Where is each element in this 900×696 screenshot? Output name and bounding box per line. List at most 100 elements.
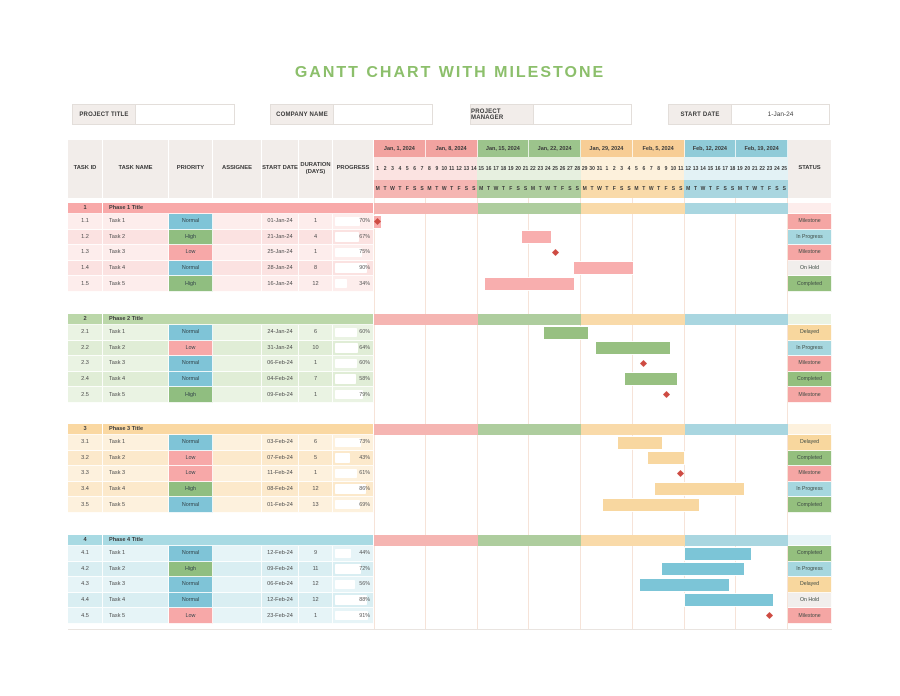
status-badge[interactable]: Milestone [788,387,832,403]
progress-cell[interactable]: 43% [333,450,374,467]
progress-cell[interactable]: 44% [333,546,374,562]
progress-cell[interactable]: 72% [333,561,374,578]
duration-cell[interactable]: 8 [299,260,333,277]
task-name-cell[interactable]: Task 2 [103,450,169,467]
assignee-cell[interactable] [213,387,262,403]
assignee-cell[interactable] [213,214,262,230]
start-date-cell[interactable]: 28-Jan-24 [262,260,299,277]
duration-cell[interactable]: 10 [299,340,333,357]
start-date-cell[interactable]: 24-Jan-24 [262,325,299,341]
duration-cell[interactable]: 1 [299,356,333,372]
field-value-input[interactable]: 1-Jan-24 [731,105,829,124]
priority-badge[interactable]: Low [169,340,213,357]
assignee-cell[interactable] [213,592,262,609]
status-badge[interactable]: In Progress [788,561,832,578]
field-value-input[interactable] [333,105,432,124]
priority-badge[interactable]: Normal [169,371,213,388]
progress-cell[interactable]: 86% [333,481,374,498]
start-date-cell[interactable]: 01-Jan-24 [262,214,299,230]
progress-cell[interactable]: 73% [333,435,374,451]
priority-badge[interactable]: Low [169,450,213,467]
progress-cell[interactable]: 91% [333,608,374,624]
task-name-cell[interactable]: Task 3 [103,245,169,261]
status-badge[interactable]: Milestone [788,214,832,230]
progress-cell[interactable]: 64% [333,340,374,357]
progress-cell[interactable]: 79% [333,387,374,403]
progress-cell[interactable]: 56% [333,577,374,593]
duration-cell[interactable]: 6 [299,435,333,451]
task-name-cell[interactable]: Task 5 [103,387,169,403]
duration-cell[interactable]: 4 [299,229,333,246]
start-date-cell[interactable]: 11-Feb-24 [262,466,299,482]
duration-cell[interactable]: 1 [299,466,333,482]
status-badge[interactable]: Completed [788,371,832,388]
priority-badge[interactable]: High [169,229,213,246]
status-badge[interactable]: On Hold [788,260,832,277]
assignee-cell[interactable] [213,608,262,624]
field-value-input[interactable] [533,105,631,124]
assignee-cell[interactable] [213,546,262,562]
assignee-cell[interactable] [213,435,262,451]
start-date-cell[interactable]: 12-Feb-24 [262,546,299,562]
start-date-cell[interactable]: 21-Jan-24 [262,229,299,246]
duration-cell[interactable]: 12 [299,481,333,498]
priority-badge[interactable]: Normal [169,546,213,562]
assignee-cell[interactable] [213,561,262,578]
assignee-cell[interactable] [213,325,262,341]
assignee-cell[interactable] [213,466,262,482]
progress-cell[interactable]: 67% [333,229,374,246]
status-badge[interactable]: Milestone [788,608,832,624]
assignee-cell[interactable] [213,276,262,292]
start-date-cell[interactable]: 16-Jan-24 [262,276,299,292]
start-date-cell[interactable]: 12-Feb-24 [262,592,299,609]
status-badge[interactable]: On Hold [788,592,832,609]
duration-cell[interactable]: 6 [299,325,333,341]
status-badge[interactable]: Milestone [788,245,832,261]
status-badge[interactable]: In Progress [788,481,832,498]
task-name-cell[interactable]: Task 3 [103,356,169,372]
start-date-cell[interactable]: 09-Feb-24 [262,387,299,403]
duration-cell[interactable]: 12 [299,276,333,292]
task-name-cell[interactable]: Task 4 [103,592,169,609]
priority-badge[interactable]: Normal [169,356,213,372]
assignee-cell[interactable] [213,340,262,357]
assignee-cell[interactable] [213,356,262,372]
progress-cell[interactable]: 34% [333,276,374,292]
priority-badge[interactable]: Normal [169,260,213,277]
start-date-cell[interactable]: 06-Feb-24 [262,577,299,593]
start-date-cell[interactable]: 09-Feb-24 [262,561,299,578]
status-badge[interactable]: Delayed [788,325,832,341]
duration-cell[interactable]: 12 [299,577,333,593]
progress-cell[interactable]: 58% [333,371,374,388]
progress-cell[interactable]: 61% [333,466,374,482]
progress-cell[interactable]: 60% [333,356,374,372]
start-date-cell[interactable]: 25-Jan-24 [262,245,299,261]
progress-cell[interactable]: 69% [333,497,374,513]
assignee-cell[interactable] [213,497,262,513]
start-date-cell[interactable]: 01-Feb-24 [262,497,299,513]
duration-cell[interactable]: 12 [299,592,333,609]
duration-cell[interactable]: 1 [299,387,333,403]
task-name-cell[interactable]: Task 5 [103,276,169,292]
duration-cell[interactable]: 11 [299,561,333,578]
status-badge[interactable]: Completed [788,450,832,467]
duration-cell[interactable]: 13 [299,497,333,513]
status-badge[interactable]: In Progress [788,229,832,246]
task-name-cell[interactable]: Task 2 [103,561,169,578]
priority-badge[interactable]: Low [169,245,213,261]
status-badge[interactable]: Milestone [788,466,832,482]
duration-cell[interactable]: 1 [299,214,333,230]
status-badge[interactable]: In Progress [788,340,832,357]
assignee-cell[interactable] [213,371,262,388]
status-badge[interactable]: Completed [788,497,832,513]
task-name-cell[interactable]: Task 1 [103,435,169,451]
start-date-cell[interactable]: 03-Feb-24 [262,435,299,451]
task-name-cell[interactable]: Task 2 [103,229,169,246]
status-badge[interactable]: Completed [788,546,832,562]
priority-badge[interactable]: Normal [169,497,213,513]
task-name-cell[interactable]: Task 4 [103,371,169,388]
duration-cell[interactable]: 9 [299,546,333,562]
priority-badge[interactable]: Low [169,608,213,624]
priority-badge[interactable]: High [169,387,213,403]
task-name-cell[interactable]: Task 2 [103,340,169,357]
